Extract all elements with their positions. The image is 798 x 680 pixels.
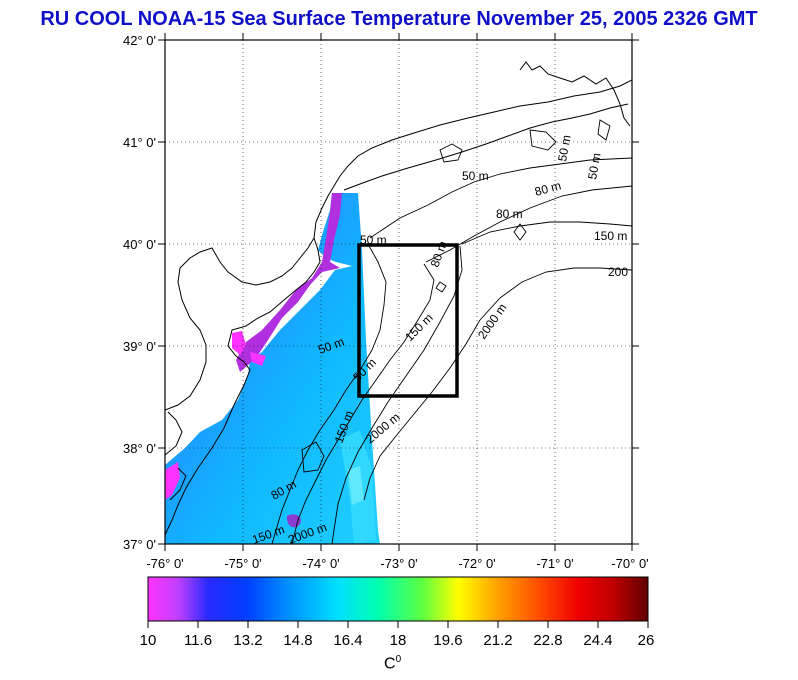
lat-label: 37° 0': [123, 537, 156, 552]
chesapeake-shore: [165, 411, 187, 501]
sst-magenta-patch: [165, 462, 180, 500]
contour-label: 50 m: [555, 134, 573, 163]
lat-label: 40° 0': [123, 237, 156, 252]
contour-label: 50 m: [462, 169, 489, 183]
colorbar-tick-label: 18: [390, 632, 407, 649]
map-title: RU COOL NOAA-15 Sea Surface Temperature …: [40, 8, 758, 30]
contour-label: 150 m: [594, 229, 627, 243]
grid: [165, 40, 632, 544]
colorbar-tick-label: 13.2: [233, 632, 262, 649]
bathymetry-contours: [271, 119, 632, 544]
sst-magenta-patch: [232, 331, 246, 355]
lat-label: 41° 0': [123, 135, 156, 150]
contour-label: 50 m: [585, 152, 603, 181]
colorbar-ticks: [147, 621, 649, 628]
study-area-box: [357, 243, 459, 398]
colorbar-unit-superscript: 0: [395, 654, 402, 665]
contour-label: 200: [608, 265, 628, 279]
lon-label: -73° 0': [380, 556, 417, 571]
colorbar-unit-label: C0: [384, 654, 401, 673]
colorbar-tick-label: 22.8: [533, 632, 562, 649]
colorbar-unit: C: [384, 655, 396, 673]
contour-label: 80 m: [533, 178, 562, 198]
colorbar: [147, 576, 649, 622]
colorbar-tick-label: 24.4: [583, 632, 612, 649]
lon-label: -75° 0': [224, 556, 261, 571]
sst-magenta-patch: [250, 352, 266, 366]
lat-label: 42° 0': [123, 33, 156, 48]
colorbar-tick-label: 21.2: [483, 632, 512, 649]
lon-label: -72° 0': [458, 556, 495, 571]
colorbar-tick-label: 11.6: [184, 632, 212, 649]
lon-label: -74° 0': [302, 556, 339, 571]
sst-swath: [165, 193, 380, 544]
lat-label: 38° 0': [123, 441, 156, 456]
sst-coastal-cold: [236, 193, 342, 372]
colorbar-tick-label: 16.4: [333, 632, 362, 649]
coastline: [165, 237, 315, 411]
lon-label: -71° 0': [536, 556, 573, 571]
lon-label: -70° 0': [611, 556, 648, 571]
colorbar-tick-label: 14.8: [283, 632, 312, 649]
colorbar-tick-label: 19.6: [433, 632, 462, 649]
colorbar-tick-label: 10: [140, 632, 157, 649]
contour-label: 80 m: [496, 207, 523, 221]
coastline: [165, 79, 632, 536]
long-island-coast: [343, 103, 629, 191]
colorbar-tick-label: 26: [638, 632, 655, 649]
new-england-coast: [519, 61, 631, 127]
axis-ticks: [158, 33, 639, 551]
sst-warm-streak: [348, 466, 364, 505]
lat-label: 39° 0': [123, 339, 156, 354]
lon-label: -76° 0': [146, 556, 183, 571]
